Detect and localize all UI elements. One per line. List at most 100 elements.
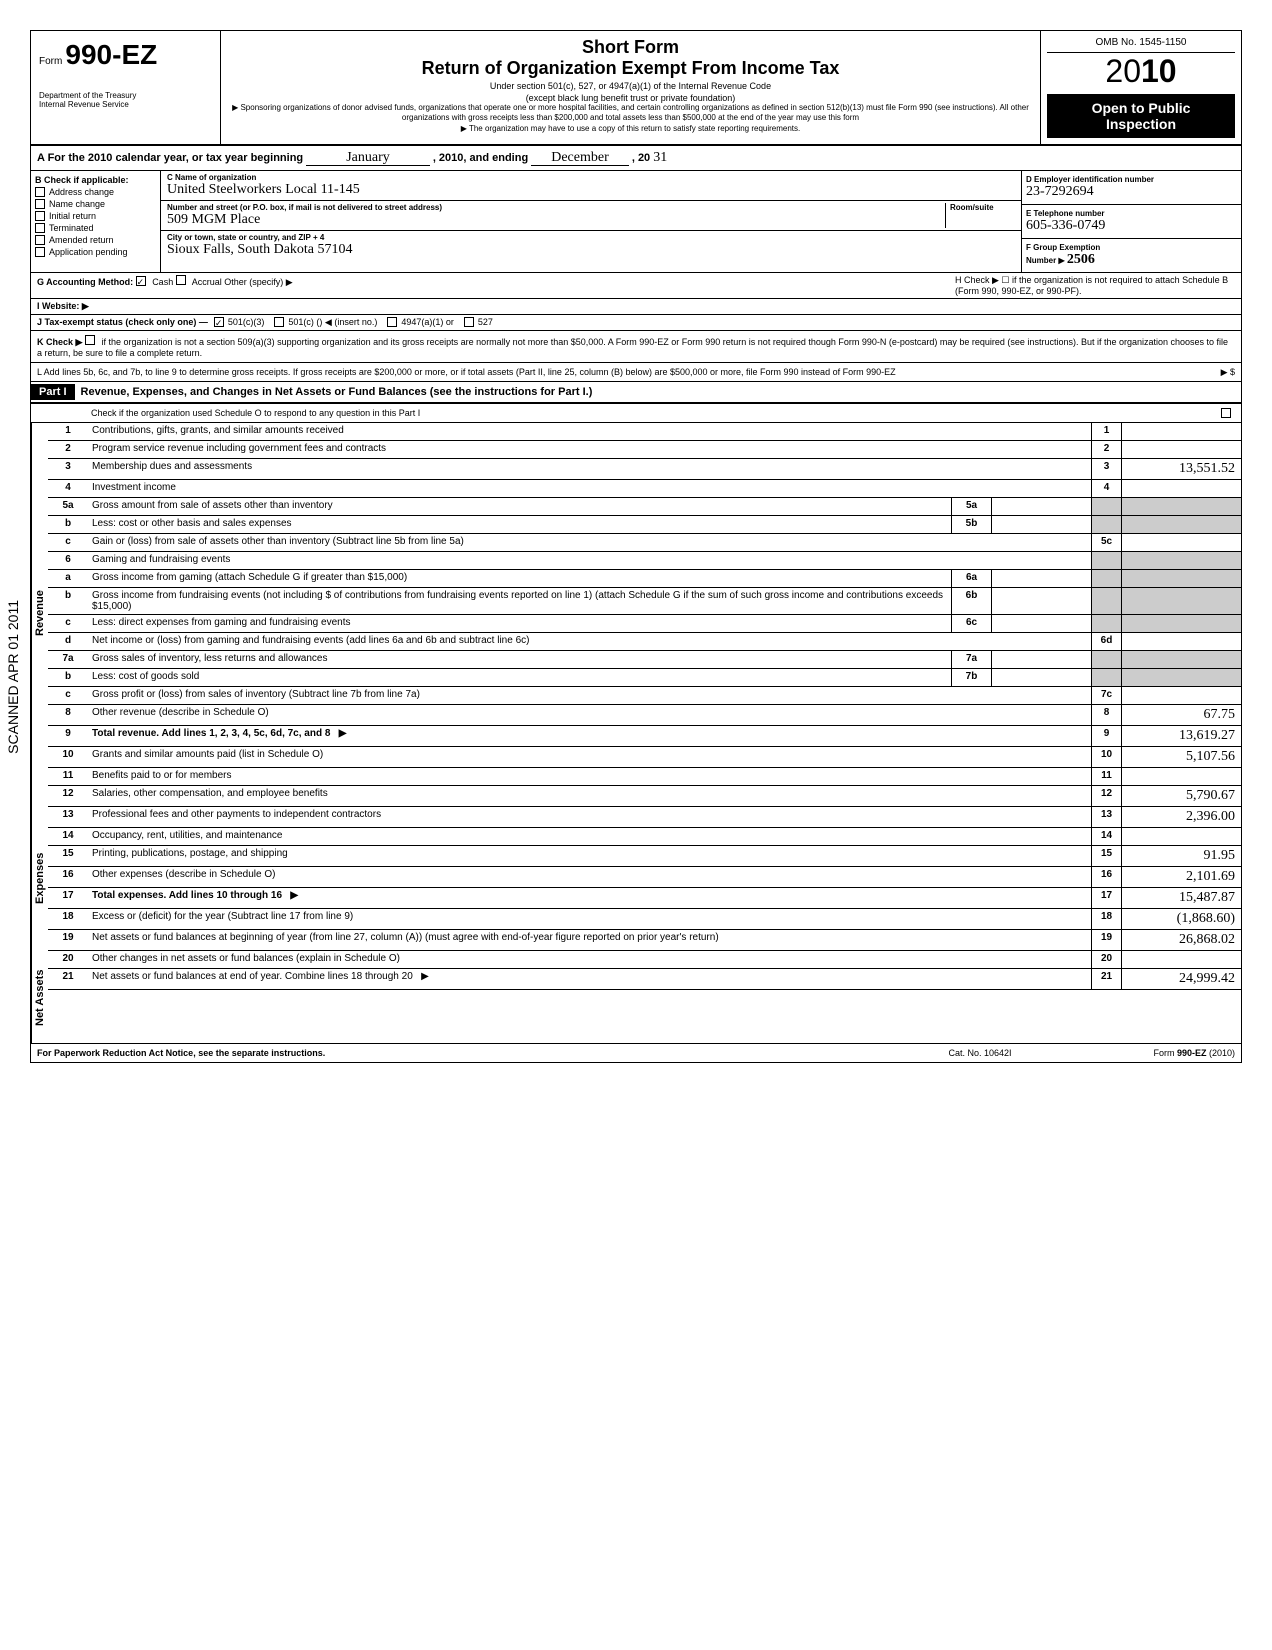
line-row: bLess: cost or other basis and sales exp…	[48, 516, 1241, 534]
checkbox[interactable]	[35, 211, 45, 221]
checkbox-label: Amended return	[49, 235, 114, 245]
j-4947-checkbox[interactable]	[387, 317, 397, 327]
checkbox-item: Address change	[35, 187, 156, 197]
line-box-val	[1121, 951, 1241, 968]
line-row: bLess: cost of goods sold7b	[48, 669, 1241, 687]
group-value: 2506	[1067, 252, 1095, 267]
section-l: L Add lines 5b, 6c, and 7b, to line 9 to…	[31, 363, 1241, 382]
line-desc: Gross amount from sale of assets other t…	[88, 498, 951, 515]
line-num: c	[48, 615, 88, 632]
phone-value: 605-336-0749	[1026, 218, 1237, 234]
addr-label: Number and street (or P.O. box, if mail …	[167, 203, 945, 212]
line-row: 15Printing, publications, postage, and s…	[48, 846, 1241, 867]
line-desc: Net income or (loss) from gaming and fun…	[88, 633, 1091, 650]
checkbox[interactable]	[35, 223, 45, 233]
section-a: A For the 2010 calendar year, or tax yea…	[31, 146, 1241, 171]
line-box-num: 15	[1091, 846, 1121, 866]
checkbox[interactable]	[35, 199, 45, 209]
line-box-val: 26,868.02	[1121, 930, 1241, 950]
line-row: 14Occupancy, rent, utilities, and mainte…	[48, 828, 1241, 846]
sub-box-num: 6c	[951, 615, 991, 632]
sub-box-val	[991, 669, 1091, 686]
sub-box-num: 5a	[951, 498, 991, 515]
line-box-val	[1121, 768, 1241, 785]
shaded-val	[1121, 498, 1241, 515]
line-row: 4Investment income4	[48, 480, 1241, 498]
end-date: December	[531, 150, 629, 166]
line-row: 18Excess or (deficit) for the year (Subt…	[48, 909, 1241, 930]
line-row: 8Other revenue (describe in Schedule O)8…	[48, 705, 1241, 726]
shaded-box	[1091, 570, 1121, 587]
sub-box-num: 7b	[951, 669, 991, 686]
line-num: 1	[48, 423, 88, 440]
line-desc: Grants and similar amounts paid (list in…	[88, 747, 1091, 767]
tax-year: 2010	[1047, 53, 1235, 90]
checkbox-item: Terminated	[35, 223, 156, 233]
begin-date: January	[306, 150, 430, 166]
line-row: 10Grants and similar amounts paid (list …	[48, 747, 1241, 768]
k-text: if the organization is not a section 509…	[37, 337, 1228, 358]
line-box-val: 2,101.69	[1121, 867, 1241, 887]
cash-checkbox[interactable]: ✓	[136, 276, 146, 286]
line-box-val: (1,868.60)	[1121, 909, 1241, 929]
line-box-num: 8	[1091, 705, 1121, 725]
shaded-box	[1091, 552, 1121, 569]
line-row: cGain or (loss) from sale of assets othe…	[48, 534, 1241, 552]
l-arrow: ▶ $	[1221, 367, 1235, 378]
j-501c3-checkbox[interactable]: ✓	[214, 317, 224, 327]
part1-label: Part I	[31, 384, 75, 400]
sub-box-val	[991, 588, 1091, 614]
checkbox[interactable]	[35, 187, 45, 197]
line-box-num: 17	[1091, 888, 1121, 908]
title-section: Under section 501(c), 527, or 4947(a)(1)…	[231, 81, 1030, 91]
line-box-num: 9	[1091, 726, 1121, 746]
checkbox-label: Terminated	[49, 223, 94, 233]
cash-label: Cash	[152, 277, 173, 287]
line-box-num: 18	[1091, 909, 1121, 929]
sub-box-num: 6a	[951, 570, 991, 587]
line-box-val: 15,487.87	[1121, 888, 1241, 908]
line-row: 11Benefits paid to or for members11	[48, 768, 1241, 786]
line-desc: Contributions, gifts, grants, and simila…	[88, 423, 1091, 440]
line-box-num: 5c	[1091, 534, 1121, 551]
shaded-box	[1091, 669, 1121, 686]
j-501c-checkbox[interactable]	[274, 317, 284, 327]
g-label: G Accounting Method:	[37, 277, 133, 287]
line-box-num: 21	[1091, 969, 1121, 989]
j-label: J Tax-exempt status (check only one) —	[37, 317, 208, 328]
omb-number: OMB No. 1545-1150	[1047, 37, 1235, 53]
line-box-val	[1121, 687, 1241, 704]
line-row: 1Contributions, gifts, grants, and simil…	[48, 423, 1241, 441]
line-num: 7a	[48, 651, 88, 668]
line-num: b	[48, 669, 88, 686]
line-num: 11	[48, 768, 88, 785]
line-desc: Professional fees and other payments to …	[88, 807, 1091, 827]
k-checkbox[interactable]	[85, 335, 95, 345]
shaded-val	[1121, 552, 1241, 569]
part1-checkbox[interactable]	[1221, 408, 1231, 418]
form-990ez: Form 990-EZ Department of the Treasury I…	[30, 30, 1242, 1063]
line-num: 12	[48, 786, 88, 806]
line-desc: Investment income	[88, 480, 1091, 497]
line-desc: Gross sales of inventory, less returns a…	[88, 651, 951, 668]
j-opt2: 501(c) (	[288, 317, 319, 328]
accrual-checkbox[interactable]	[176, 275, 186, 285]
ein-label: D Employer identification number	[1026, 175, 1237, 184]
line-num: 6	[48, 552, 88, 569]
checkbox[interactable]	[35, 235, 45, 245]
checkbox[interactable]	[35, 247, 45, 257]
line-num: 14	[48, 828, 88, 845]
j-527-checkbox[interactable]	[464, 317, 474, 327]
line-num: a	[48, 570, 88, 587]
line-box-num: 20	[1091, 951, 1121, 968]
line-box-val	[1121, 480, 1241, 497]
line-num: 8	[48, 705, 88, 725]
line-desc: Gross profit or (loss) from sales of inv…	[88, 687, 1091, 704]
line-desc: Gross income from fundraising events (no…	[88, 588, 951, 614]
line-box-val	[1121, 828, 1241, 845]
title-main: Short Form	[231, 37, 1030, 58]
line-num: 4	[48, 480, 88, 497]
city-value: Sioux Falls, South Dakota 57104	[167, 242, 1015, 258]
line-num: c	[48, 534, 88, 551]
revenue-label: Revenue	[31, 423, 48, 803]
